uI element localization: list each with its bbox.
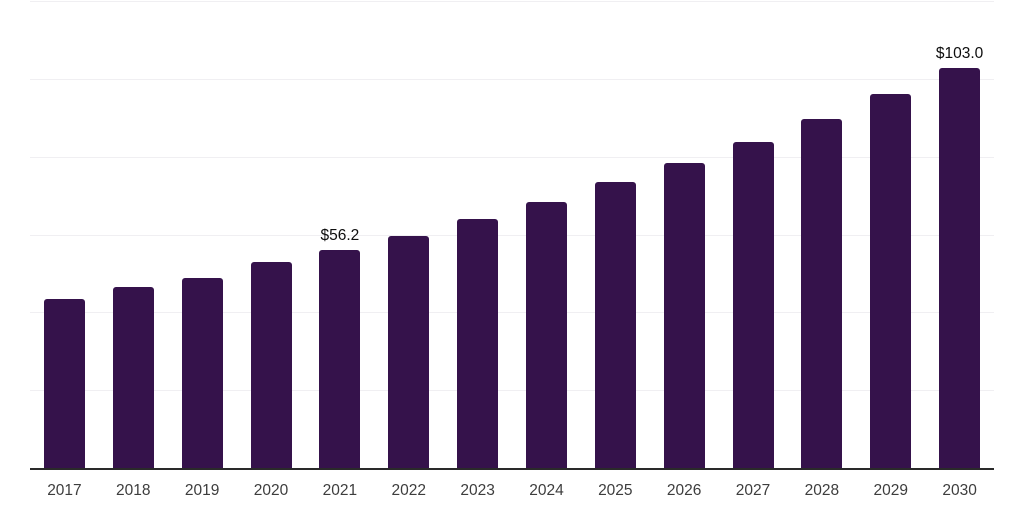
x-axis-line xyxy=(30,468,994,470)
bar-cell-2026 xyxy=(650,2,719,469)
x-tick-label-2029: 2029 xyxy=(873,482,908,499)
bar-2018 xyxy=(112,287,154,469)
bar-2024 xyxy=(525,201,567,469)
bar-cell-2019 xyxy=(168,2,237,469)
bar-2028 xyxy=(801,119,843,469)
x-tick-label-2020: 2020 xyxy=(253,482,289,499)
bar-2027 xyxy=(732,141,774,469)
x-tick-label-2026: 2026 xyxy=(666,482,702,499)
x-tick-label-2023: 2023 xyxy=(460,482,495,499)
bar-cell-2029 xyxy=(856,2,925,469)
bar-cell-2030: $103.0 xyxy=(925,2,994,469)
x-tick-label-2022: 2022 xyxy=(391,482,426,499)
bar-cell-2027 xyxy=(719,2,788,469)
bar-cell-2022 xyxy=(374,2,443,469)
bar-2023 xyxy=(457,219,499,469)
x-tick-label-2019: 2019 xyxy=(184,482,220,499)
gridline-40 xyxy=(30,312,994,314)
gridline-80 xyxy=(30,156,994,158)
bar-cell-2020 xyxy=(237,2,306,469)
bar-2021 xyxy=(319,250,361,469)
x-tick-label-2030: 2030 xyxy=(942,482,977,499)
bar-cell-2018 xyxy=(99,2,168,469)
bar-cell-2025 xyxy=(581,2,650,469)
x-tick-label-2021: 2021 xyxy=(322,482,358,499)
x-tick-label-2025: 2025 xyxy=(598,482,633,499)
bar-2029 xyxy=(870,94,912,469)
x-axis-labels: 2017 2018 2019 2020 2021 2022 2023 2024 2025 2026… xyxy=(30,482,994,500)
bar-2017 xyxy=(43,298,85,469)
gridline-100 xyxy=(30,78,994,80)
bars-container: $56.2 $103.0 xyxy=(30,2,994,469)
x-tick-label-2018: 2018 xyxy=(116,482,151,499)
gridline-60 xyxy=(30,234,994,236)
bar-2022 xyxy=(388,235,430,469)
bar-2019 xyxy=(181,277,223,469)
bar-2025 xyxy=(594,181,636,469)
x-tick-label-2017: 2017 xyxy=(47,482,82,499)
x-tick-label-2028: 2028 xyxy=(804,482,840,499)
bar-cell-2017 xyxy=(30,2,99,469)
bar-2020 xyxy=(250,261,292,469)
gridline-120 xyxy=(30,1,994,2)
plot-area: $56.2 $103.0 xyxy=(30,1,994,470)
data-label-2030: $103.0 xyxy=(935,45,984,63)
bar-cell-2028 xyxy=(787,2,856,469)
x-tick-label-2024: 2024 xyxy=(529,482,564,499)
data-label-2021: $56.2 xyxy=(320,227,360,245)
gridline-20 xyxy=(30,390,994,392)
x-tick-label-2027: 2027 xyxy=(735,482,771,499)
bar-cell-2021: $56.2 xyxy=(305,2,374,469)
bar-cell-2023 xyxy=(443,2,512,469)
bar-2030 xyxy=(939,68,981,469)
bar-cell-2024 xyxy=(512,2,581,469)
bar-2026 xyxy=(663,162,705,469)
